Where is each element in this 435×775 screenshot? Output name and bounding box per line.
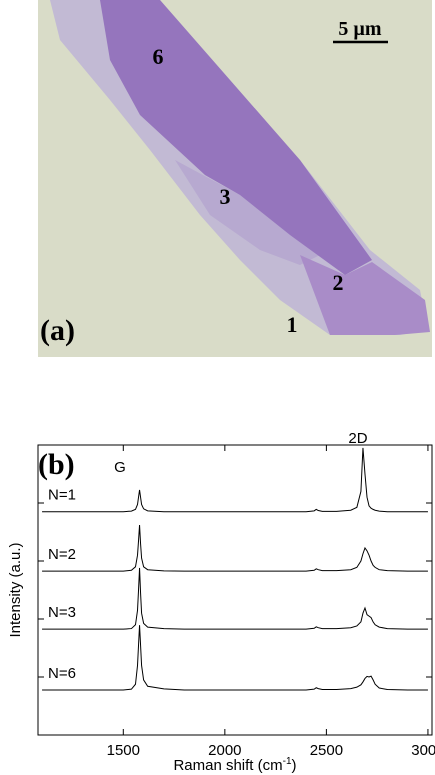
spectrum bbox=[42, 447, 428, 513]
flake-region bbox=[100, 0, 372, 275]
panel-label: (b) bbox=[38, 448, 75, 481]
series-label: N=2 bbox=[48, 546, 76, 563]
micrograph: 5 µm 6 3 2 1 (a) bbox=[38, 0, 432, 357]
plot-frame bbox=[37, 444, 433, 736]
layer-label: 1 bbox=[287, 312, 298, 337]
x-tick-label: 1500 bbox=[107, 742, 140, 759]
series-label: N=6 bbox=[48, 665, 76, 682]
x-axis-label-text: Raman shift (cm bbox=[173, 757, 282, 774]
series-label: N=1 bbox=[48, 487, 76, 504]
spectrum bbox=[42, 567, 428, 630]
layer-label: 3 bbox=[220, 184, 231, 209]
layer-label: 2 bbox=[333, 270, 344, 295]
spectrum bbox=[42, 625, 428, 691]
flake-region bbox=[175, 160, 320, 265]
annotation: G bbox=[114, 459, 126, 476]
x-tick-label: 3000 bbox=[411, 742, 435, 759]
scale-bar-label: 5 µm bbox=[338, 18, 382, 40]
x-axis-label: Raman shift (cm-1) bbox=[173, 756, 296, 774]
spectrum bbox=[42, 525, 428, 572]
y-axis-label: Intensity (a.u.) bbox=[7, 542, 24, 637]
layer-label: 6 bbox=[153, 44, 164, 69]
panel-label: (a) bbox=[40, 314, 75, 347]
x-tick-label: 2000 bbox=[208, 742, 241, 759]
flake-region bbox=[300, 255, 430, 335]
x-tick-label: 2500 bbox=[310, 742, 343, 759]
series-label: N=3 bbox=[48, 604, 76, 621]
x-axis-label-sup: -1 bbox=[283, 756, 292, 767]
annotation: 2D bbox=[348, 430, 367, 447]
x-axis-label-text: ) bbox=[292, 757, 297, 774]
